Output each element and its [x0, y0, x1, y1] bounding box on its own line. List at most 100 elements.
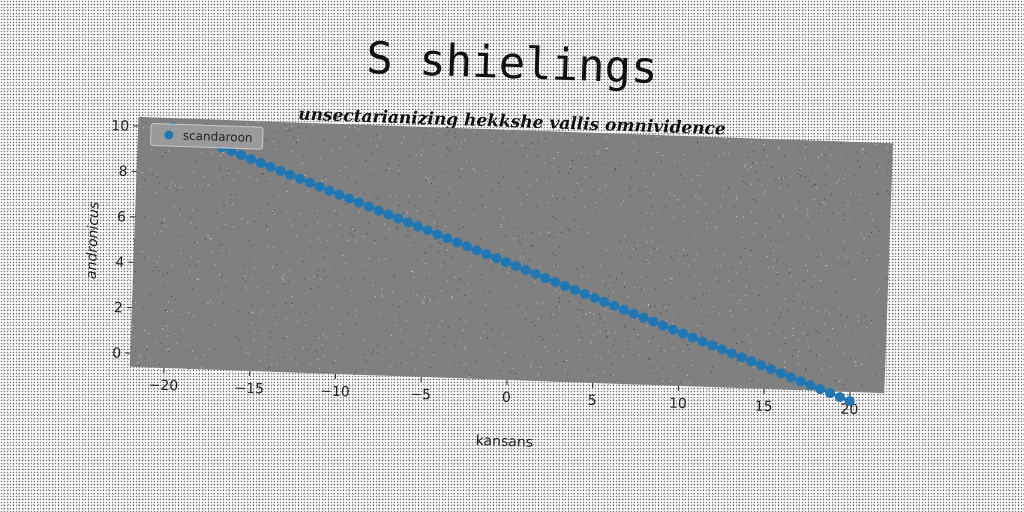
- noise-dot: [748, 266, 751, 268]
- noise-dot: [746, 168, 748, 170]
- noise-dot: [354, 309, 356, 311]
- noise-dot: [540, 335, 542, 337]
- noise-dot: [546, 227, 548, 229]
- noise-dot: [659, 351, 661, 353]
- noise-dot: [372, 350, 374, 352]
- noise-dot: [613, 374, 615, 376]
- noise-dot: [425, 179, 427, 182]
- noise-dot: [728, 140, 730, 142]
- noise-dot: [235, 194, 237, 196]
- noise-dot: [750, 211, 752, 213]
- noise-dot: [847, 205, 849, 207]
- noise-dot: [594, 155, 596, 157]
- data-point: [687, 332, 698, 343]
- noise-dot: [454, 131, 456, 133]
- x-tick-label: 15: [754, 399, 772, 416]
- noise-dot: [308, 249, 310, 251]
- noise-dot: [772, 266, 774, 268]
- noise-dot: [430, 245, 432, 247]
- noise-dot: [633, 328, 635, 330]
- noise-dot: [490, 267, 493, 269]
- noise-dot: [250, 311, 252, 313]
- noise-dot: [502, 269, 504, 271]
- noise-dot: [700, 283, 702, 285]
- noise-dot: [807, 238, 809, 240]
- noise-dot: [548, 234, 551, 236]
- noise-dot: [792, 300, 794, 302]
- noise-dot: [270, 331, 272, 333]
- noise-dot: [877, 164, 879, 166]
- noise-dot: [396, 366, 398, 368]
- noise-dot: [508, 151, 510, 153]
- noise-dot: [765, 286, 767, 288]
- noise-dot: [357, 144, 359, 146]
- noise-dot: [142, 127, 144, 129]
- noise-dot: [542, 302, 544, 304]
- noise-dot: [750, 167, 752, 169]
- noise-dot: [744, 309, 747, 311]
- noise-dot: [427, 300, 429, 302]
- noise-dot: [265, 180, 267, 182]
- noise-dot: [354, 126, 356, 128]
- noise-dot: [750, 140, 752, 142]
- noise-dot: [440, 243, 442, 245]
- noise-dot: [612, 291, 614, 293]
- noise-dot: [680, 174, 682, 176]
- noise-dot: [575, 196, 577, 198]
- noise-dot: [193, 220, 195, 222]
- noise-dot: [744, 247, 746, 249]
- data-point: [569, 284, 580, 295]
- noise-dot: [399, 313, 401, 315]
- noise-dot: [320, 157, 322, 159]
- noise-dot: [262, 173, 264, 175]
- noise-dot: [156, 341, 158, 343]
- noise-dot: [389, 168, 391, 170]
- noise-dot: [661, 212, 663, 214]
- noise-dot: [732, 267, 734, 269]
- noise-dot: [563, 361, 565, 363]
- noise-dot: [638, 354, 640, 356]
- noise-dot: [310, 363, 312, 365]
- noise-dot: [175, 189, 177, 191]
- noise-dot: [783, 366, 786, 368]
- noise-dot: [359, 210, 361, 212]
- noise-dot: [166, 349, 168, 351]
- noise-dot: [338, 146, 340, 148]
- noise-dot: [649, 306, 651, 308]
- noise-dot: [162, 274, 164, 276]
- data-point: [304, 177, 315, 188]
- noise-dot: [400, 362, 402, 364]
- noise-dot: [349, 215, 351, 217]
- noise-dot: [433, 176, 435, 178]
- noise-dot: [491, 140, 493, 142]
- noise-dot: [801, 301, 804, 303]
- noise-dot: [289, 270, 291, 272]
- noise-dot: [282, 356, 284, 358]
- noise-dot: [653, 373, 655, 375]
- noise-dot: [453, 209, 455, 211]
- noise-dot: [429, 181, 431, 183]
- noise-dot: [578, 339, 580, 341]
- noise-dot: [245, 352, 247, 354]
- x-tick-label: 5: [587, 393, 596, 409]
- noise-dot: [460, 342, 462, 344]
- noise-dot: [351, 226, 353, 228]
- noise-dot: [767, 333, 769, 335]
- noise-dot: [560, 351, 562, 353]
- noise-dot: [803, 322, 805, 324]
- noise-dot: [525, 171, 527, 173]
- noise-dot: [838, 179, 840, 181]
- noise-dot: [756, 171, 758, 173]
- noise-dot: [325, 247, 327, 249]
- noise-dot: [770, 207, 772, 209]
- noise-dot: [439, 373, 441, 375]
- noise-dot: [192, 288, 194, 290]
- noise-dot: [845, 221, 847, 223]
- noise-dot: [396, 225, 399, 227]
- noise-dot: [652, 205, 654, 207]
- noise-dot: [556, 198, 558, 200]
- noise-dot: [607, 332, 609, 334]
- noise-dot: [174, 185, 176, 187]
- noise-dot: [297, 139, 299, 141]
- noise-dot: [195, 227, 197, 229]
